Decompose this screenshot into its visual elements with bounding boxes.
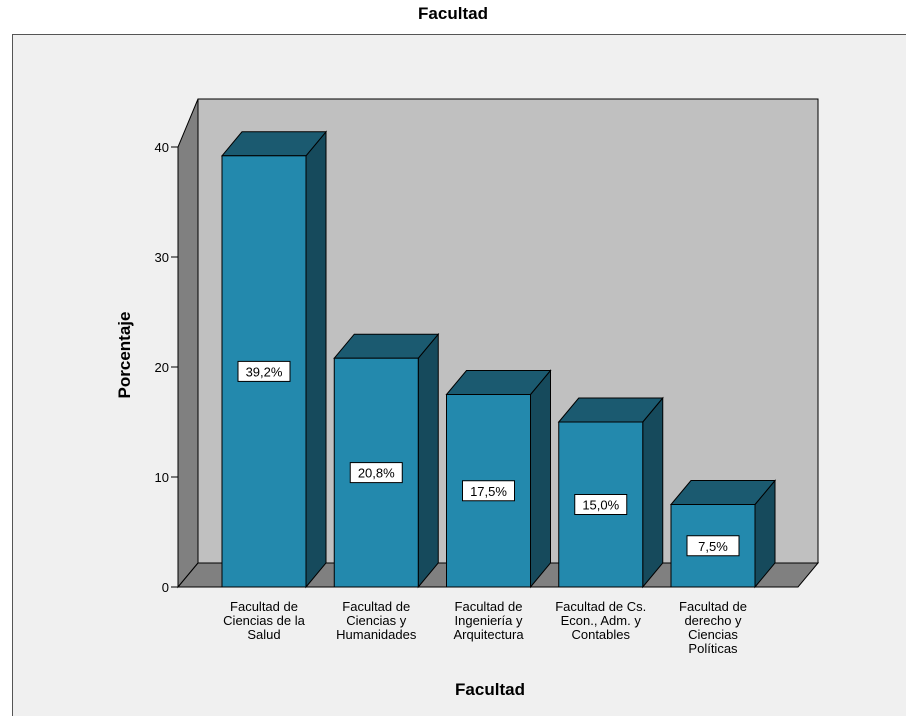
chart-title: Facultad [418, 4, 488, 23]
data-label: 7,5% [698, 539, 728, 554]
data-label-box [462, 480, 515, 502]
x-tick-label: Facultad de Ciencias de la Salud [223, 599, 305, 642]
data-label-box [237, 360, 291, 382]
data-label: 15,0% [582, 498, 619, 513]
data-label: 17,5% [470, 484, 507, 499]
x-tick-label: Facultad de Ingeniería y Arquitectura [453, 599, 524, 642]
y-tick-label: 20 [155, 360, 169, 375]
data-label-box [574, 494, 628, 515]
data-label-box [349, 462, 403, 484]
side-wall [177, 98, 199, 589]
y-tick-label: 10 [155, 470, 169, 485]
bar-side [530, 369, 551, 589]
bar-group: 7,5% Facultad de derecho y Ciencias Política… [669, 479, 777, 656]
y-tick-label: 30 [155, 250, 169, 265]
x-tick-label: Facultad de Cs. Econ., Adm. y Contables [555, 599, 646, 642]
bar-group: 20,8% Facultad de Ciencias y Humanidades [333, 332, 440, 642]
bar-group: 15,0% Facultad de Cs. Econ., Adm. y Contabl… [555, 396, 664, 642]
bar-group: 39,2% Facultad de Ciencias de la Salud [220, 130, 328, 642]
data-label: 39,2% [246, 364, 283, 379]
x-tick-label: Facultad de Ciencias y Humanidades [336, 599, 417, 642]
y-axis-label: Porcentaje [115, 312, 134, 399]
bar-side [305, 130, 327, 589]
y-tick-label: 0 [162, 580, 169, 595]
x-tick-label: Facultad de derecho y Ciencias Políticas [679, 599, 747, 656]
bar-side [417, 332, 439, 589]
x-axis-label: Facultad [455, 680, 525, 699]
bar-side [642, 396, 664, 589]
data-label: 20,8% [358, 466, 395, 481]
bar-group: 17,5% Facultad de Ingeniería y Arquitectura [445, 369, 552, 642]
data-label-box [686, 535, 740, 557]
y-tick-label: 40 [155, 140, 169, 155]
